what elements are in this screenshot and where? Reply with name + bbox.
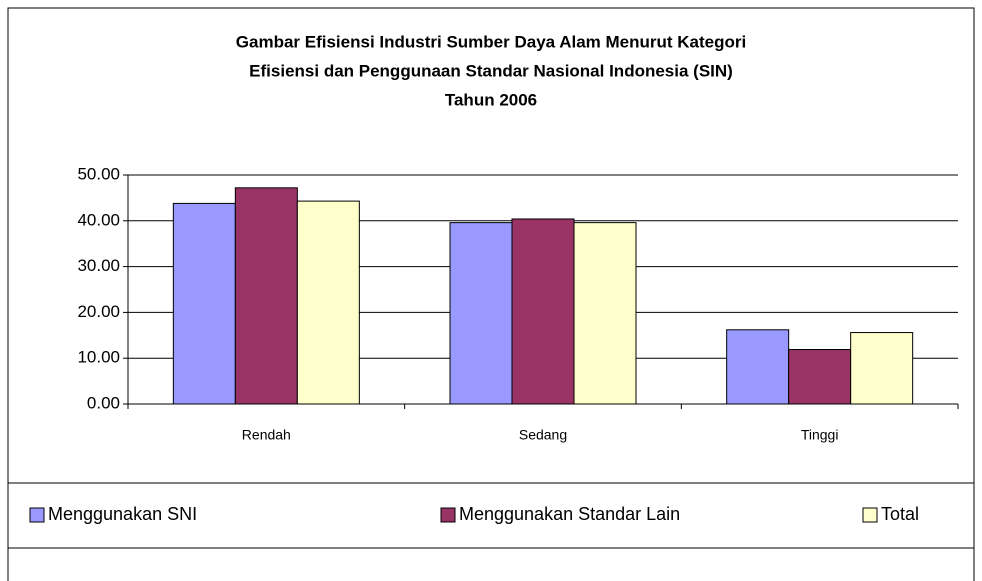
bar	[172, 202, 236, 405]
bar	[511, 218, 575, 405]
y-tick-label: 20.00	[77, 302, 120, 321]
bar	[726, 329, 790, 405]
y-tick-label: 40.00	[77, 210, 120, 229]
y-tick-label: 0.00	[87, 393, 120, 412]
chart-title: Tahun 2006	[445, 90, 537, 109]
y-tick-label: 30.00	[77, 256, 120, 275]
bar	[850, 332, 914, 405]
y-tick-label: 50.00	[77, 164, 120, 183]
legend-label: Total	[881, 504, 919, 524]
bar	[296, 200, 360, 405]
legend-swatch	[440, 507, 456, 523]
x-tick-label: Tinggi	[801, 427, 839, 443]
legend-swatch	[862, 507, 878, 523]
x-tick-label: Rendah	[242, 427, 291, 443]
legend-label: Menggunakan SNI	[48, 504, 197, 524]
y-tick-label: 10.00	[77, 348, 120, 367]
legend-label: Menggunakan Standar Lain	[459, 504, 680, 524]
chart-title: Efisiensi dan Penggunaan Standar Nasiona…	[249, 61, 733, 80]
bar	[573, 222, 637, 405]
bar	[449, 222, 513, 405]
bar	[234, 187, 298, 405]
bottom-frame	[7, 547, 975, 581]
legend-swatch	[29, 507, 45, 523]
x-tick-label: Sedang	[519, 427, 567, 443]
bar	[788, 348, 852, 405]
chart-title: Gambar Efisiensi Industri Sumber Daya Al…	[236, 32, 746, 51]
